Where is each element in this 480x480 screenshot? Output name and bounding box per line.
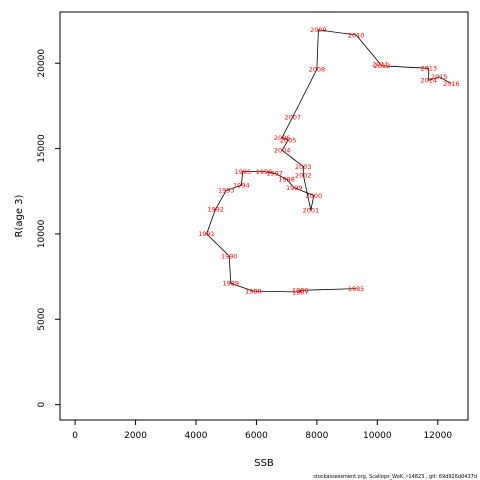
point-label-2014: 2014 [420,77,437,85]
point-label-1988: 1988 [245,287,262,295]
x-tick-label: 6000 [245,431,268,441]
point-label-1993: 1993 [218,187,235,195]
point-label-2015: 2015 [431,73,448,81]
y-tick-label: 15000 [37,134,47,163]
x-tick-label: 0 [72,431,78,441]
point-label-2010: 2010 [348,31,365,39]
y-tick-label: 20000 [37,49,47,78]
point-label-1999: 1999 [286,184,303,192]
y-axis: 0 5000 10000 15000 20000 [37,49,61,408]
point-label-2004: 2004 [274,147,291,155]
x-tick-label: 10000 [363,431,392,441]
point-label-1997: 1997 [266,170,283,178]
x-axis: 0 2000 4000 6000 8000 10000 12000 [72,419,452,441]
point-label-2006: 2006 [274,134,291,142]
x-tick-label: 4000 [185,431,208,441]
point-label-2013: 2013 [420,65,437,73]
plot-area-border [59,11,469,421]
x-axis-title: SSB [254,458,274,469]
point-label-2005: 2005 [280,136,297,144]
point-label-1995: 1995 [235,168,252,176]
point-label-2016: 2016 [443,80,460,88]
point-label-2008: 2008 [309,65,326,73]
point-label-2003: 2003 [295,163,312,171]
x-tick-label: 2000 [124,431,147,441]
point-label-1991: 1991 [198,230,215,238]
point-label-1986: 1986 [292,287,309,295]
point-label-1990: 1990 [221,252,238,260]
point-label-1998: 1998 [278,176,295,184]
point-label-1989: 1989 [222,280,239,288]
point-label-1994: 1994 [233,182,250,190]
point-label-2007: 2007 [284,113,301,121]
point-label-2001: 2001 [303,206,320,214]
y-tick-label: 0 [37,402,47,408]
series-line [206,29,452,293]
y-tick-label: 5000 [37,308,47,331]
x-tick-label: 12000 [423,431,452,441]
y-axis-title: R(age 3) [14,194,25,237]
point-label-1985: 1985 [348,285,365,293]
point-label-2009: 2009 [310,26,327,34]
point-label-1996: 1996 [256,168,273,176]
point-label-2000: 2000 [306,192,323,200]
x-tick-label: 8000 [305,431,328,441]
point-label-2012: 2012 [374,62,391,70]
y-tick-label: 10000 [37,219,47,248]
point-label-2002: 2002 [295,171,312,179]
point-label-2011: 2011 [372,60,389,68]
point-label-1992: 1992 [207,205,224,213]
footer-text: stockassessment.org, Scallops_WoK, r1482… [313,474,477,480]
point-label-1987: 1987 [292,288,309,296]
